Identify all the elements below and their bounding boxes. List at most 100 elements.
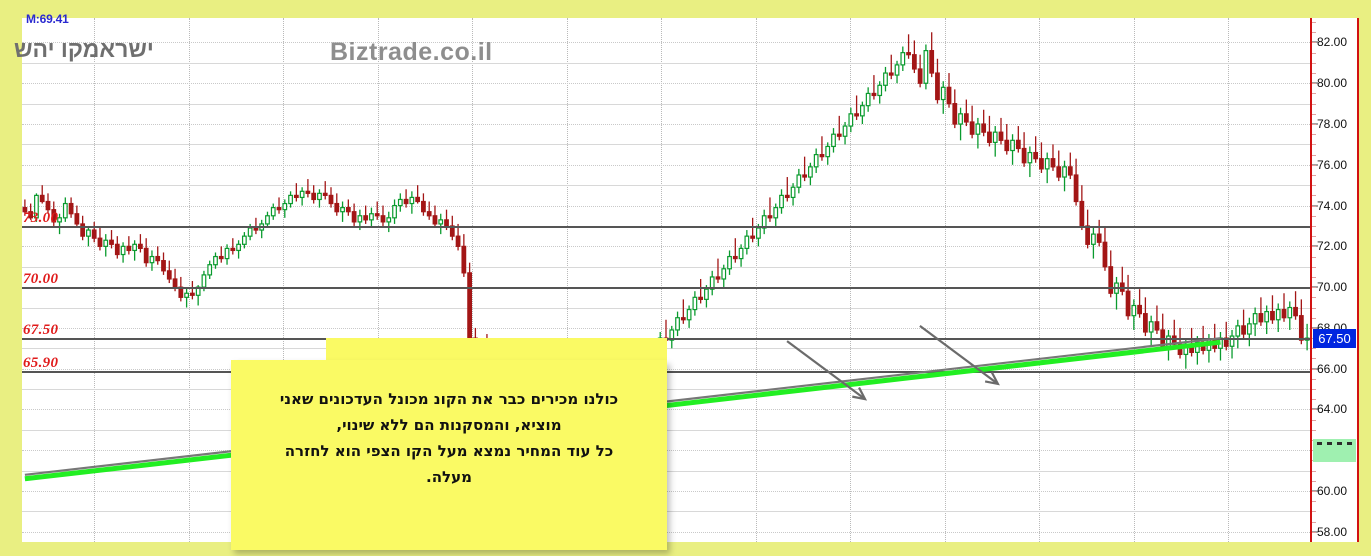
gridline-vertical xyxy=(944,18,946,542)
gridline-horizontal-minor xyxy=(22,144,1310,146)
gridline-horizontal xyxy=(22,42,1310,44)
gridline-horizontal xyxy=(22,246,1310,248)
gridline-vertical xyxy=(661,18,662,542)
axis-minor-tick xyxy=(1312,103,1316,105)
axis-minor-tick xyxy=(1312,307,1316,309)
axis-minor-tick xyxy=(1312,470,1316,472)
axis-minor-tick xyxy=(1312,185,1316,187)
price-axis[interactable]: 82.0080.0078.0076.0074.0072.0070.0068.00… xyxy=(1310,18,1359,542)
gridline-horizontal xyxy=(22,124,1310,126)
axis-minor-tick xyxy=(1312,164,1316,166)
price-level-label: 67.50 xyxy=(23,322,59,339)
gridline-vertical xyxy=(377,18,379,542)
axis-minor-tick xyxy=(1312,327,1316,329)
axis-minor-tick xyxy=(1312,287,1316,289)
gridline-vertical xyxy=(566,18,568,542)
axis-minor-tick xyxy=(1312,22,1316,24)
callout-text-line: כל עוד המחיר נמצא מעל הקו הצפי הוא לחזרה xyxy=(284,442,614,460)
axis-tick-label: 60.00 xyxy=(1317,484,1348,499)
axis-minor-tick xyxy=(1312,378,1316,380)
gridline-vertical xyxy=(283,18,284,542)
axis-minor-tick xyxy=(1312,93,1316,95)
gridline-horizontal-minor xyxy=(22,185,1310,187)
gridline-vertical xyxy=(755,18,757,542)
gridline-horizontal xyxy=(22,164,1310,166)
callout-tab xyxy=(326,338,667,362)
gridline-horizontal-minor xyxy=(22,307,1310,309)
gridline-horizontal xyxy=(22,327,1310,329)
callout-text-line: כולנו מכירים כבר את הקונ מכונל העדכונים … xyxy=(279,390,619,408)
axis-minor-tick xyxy=(1312,521,1316,523)
axis-minor-tick xyxy=(1312,368,1316,370)
gridline-vertical xyxy=(94,18,95,542)
hidden-price-dots xyxy=(1317,442,1352,446)
axis-minor-tick xyxy=(1312,62,1316,64)
axis-minor-tick xyxy=(1312,42,1316,44)
axis-tick-label: 70.00 xyxy=(1317,280,1348,295)
axis-minor-tick xyxy=(1312,246,1316,248)
gridline-vertical xyxy=(1133,18,1135,542)
axis-tick-label: 72.00 xyxy=(1317,239,1348,254)
axis-tick-label: 82.00 xyxy=(1317,35,1348,50)
axis-minor-tick xyxy=(1312,113,1316,115)
axis-minor-tick xyxy=(1312,297,1316,299)
axis-minor-tick xyxy=(1312,134,1316,136)
callout-text-line: מעלה. xyxy=(426,468,472,486)
axis-minor-tick xyxy=(1312,215,1316,217)
marker-price-label: M:69.41 xyxy=(26,12,69,26)
axis-minor-tick xyxy=(1312,205,1316,207)
gridline-vertical xyxy=(1228,18,1229,542)
axis-minor-tick xyxy=(1312,389,1316,391)
axis-minor-tick xyxy=(1312,225,1316,227)
axis-minor-tick xyxy=(1312,358,1316,360)
watermark: Biztrade.co.il xyxy=(330,38,493,66)
axis-minor-tick xyxy=(1312,236,1316,238)
axis-minor-tick xyxy=(1312,174,1316,176)
annotation-callout[interactable]: כולנו מכירים כבר את הקונ מכונל העדכונים … xyxy=(231,338,667,550)
gridline-vertical xyxy=(472,18,473,542)
axis-minor-tick xyxy=(1312,154,1316,156)
gridline-horizontal-minor xyxy=(22,266,1310,268)
axis-minor-tick xyxy=(1312,419,1316,421)
gridline-horizontal-minor xyxy=(22,62,1310,64)
axis-minor-tick xyxy=(1312,276,1316,278)
axis-minor-tick xyxy=(1312,491,1316,493)
callout-body xyxy=(231,360,667,550)
axis-tick-label: 78.00 xyxy=(1317,117,1348,132)
axis-minor-tick xyxy=(1312,124,1316,126)
price-level-label: 65.90 xyxy=(23,354,59,371)
axis-minor-tick xyxy=(1312,480,1316,482)
axis-tick-label: 58.00 xyxy=(1317,524,1348,539)
gridline-vertical xyxy=(188,18,190,542)
axis-minor-tick xyxy=(1312,256,1316,258)
axis-minor-tick xyxy=(1312,52,1316,54)
axis-minor-tick xyxy=(1312,501,1316,503)
axis-minor-tick xyxy=(1312,83,1316,85)
axis-minor-tick xyxy=(1312,32,1316,34)
axis-minor-tick xyxy=(1312,409,1316,411)
price-level-label: 73.00 xyxy=(23,209,59,226)
axis-minor-tick xyxy=(1312,73,1316,75)
axis-minor-tick xyxy=(1312,511,1316,513)
callout-text: כולנו מכירים כבר את הקונ מכונל העדכונים … xyxy=(243,386,655,490)
axis-minor-tick xyxy=(1312,317,1316,319)
price-level-line xyxy=(22,287,1310,290)
axis-minor-tick xyxy=(1312,266,1316,268)
axis-minor-tick xyxy=(1312,144,1316,146)
axis-tick-label: 66.00 xyxy=(1317,361,1348,376)
price-level-line xyxy=(22,225,1310,228)
axis-tick-label: 74.00 xyxy=(1317,198,1348,213)
callout-text-line: מוציא, והמסקנות הם ללא שינוי, xyxy=(336,416,562,434)
gridline-horizontal-minor xyxy=(22,103,1310,105)
axis-tick-label: 76.00 xyxy=(1317,157,1348,172)
axis-tick-label: 64.00 xyxy=(1317,402,1348,417)
instrument-title: ישראמקו יהש xyxy=(14,36,154,62)
axis-minor-tick xyxy=(1312,531,1316,533)
current-price-box: 67.50 xyxy=(1313,328,1356,348)
gridline-horizontal xyxy=(22,205,1310,207)
price-level-label: 70.00 xyxy=(23,271,59,288)
axis-minor-tick xyxy=(1312,195,1316,197)
axis-tick-label: 80.00 xyxy=(1317,76,1348,91)
axis-minor-tick xyxy=(1312,348,1316,350)
